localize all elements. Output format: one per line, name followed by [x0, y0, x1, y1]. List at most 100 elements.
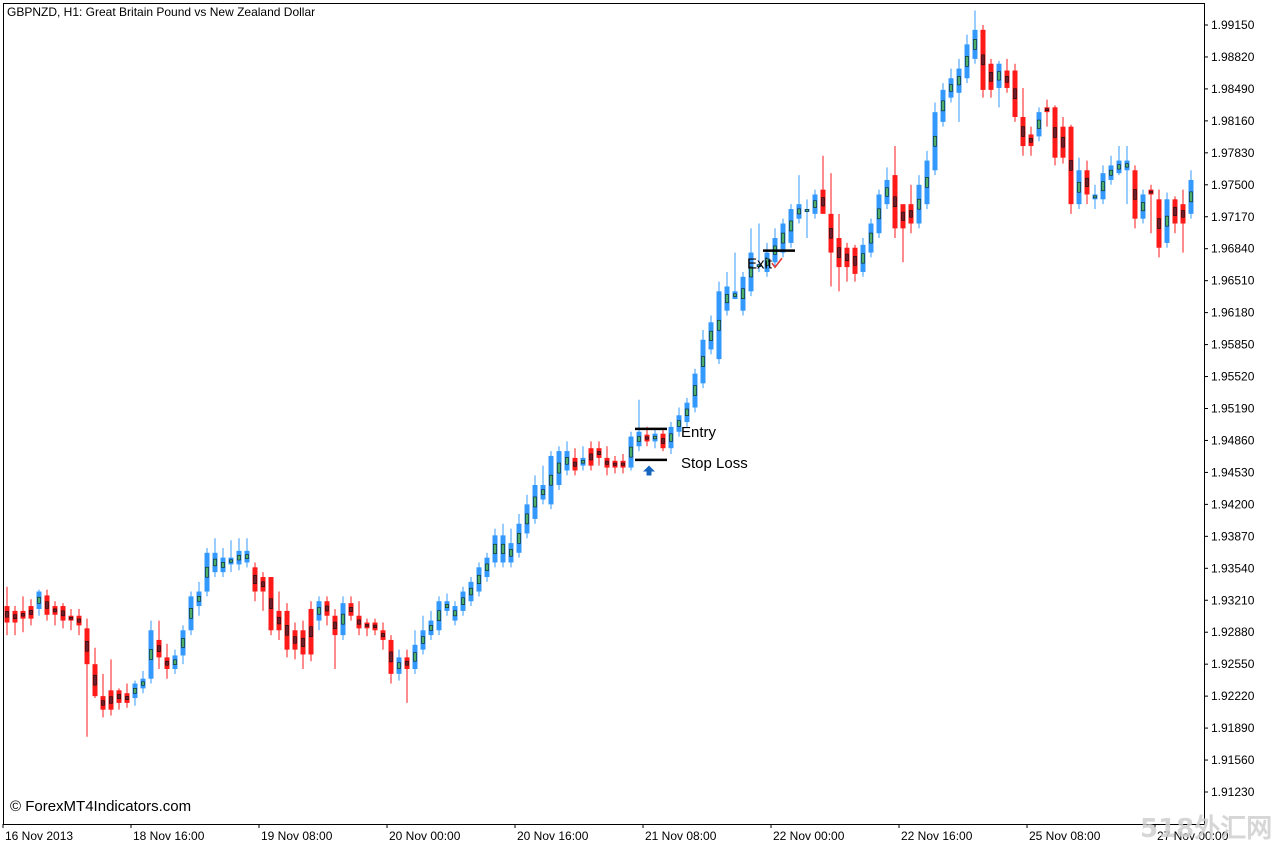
- candle: [220, 547, 226, 578]
- candle-inner-body: [1141, 202, 1145, 212]
- candle-inner-body: [981, 54, 985, 66]
- candle: [1036, 107, 1042, 142]
- candle-inner-body: [677, 420, 681, 427]
- candle: [908, 184, 914, 234]
- exit-check-icon: [771, 257, 783, 269]
- candle: [300, 620, 306, 670]
- candle-inner-body: [1173, 206, 1177, 216]
- candle-inner-body: [413, 652, 417, 662]
- y-tick-label: 1.95190: [1211, 402, 1255, 416]
- candle: [396, 649, 402, 681]
- candle-inner-body: [725, 294, 729, 304]
- candle: [324, 596, 330, 626]
- candle: [124, 683, 130, 708]
- candle: [668, 422, 674, 455]
- candle-inner-body: [549, 474, 553, 486]
- candle-inner-body: [1093, 195, 1097, 199]
- candle-inner-body: [429, 625, 433, 631]
- y-tick-label: 1.97830: [1211, 146, 1255, 160]
- candle: [284, 603, 290, 658]
- candle-inner-body: [469, 587, 473, 596]
- candle-inner-body: [117, 694, 121, 700]
- candle: [84, 618, 90, 737]
- candle: [116, 688, 122, 710]
- candle: [308, 601, 314, 662]
- copyright-text: © ForexMT4Indicators.com: [10, 798, 191, 815]
- y-tick-label: 1.99150: [1211, 18, 1255, 32]
- candle-inner-body: [797, 208, 801, 215]
- candle: [1028, 126, 1034, 156]
- candle: [252, 562, 258, 602]
- candle-inner-body: [557, 462, 561, 474]
- candle-inner-body: [717, 319, 721, 331]
- candle-inner-body: [93, 674, 97, 686]
- candle-inner-body: [573, 461, 577, 467]
- candle-inner-body: [933, 135, 937, 147]
- candle: [980, 25, 986, 98]
- candle-inner-body: [669, 433, 673, 442]
- candle-inner-body: [757, 264, 761, 267]
- candle-inner-body: [501, 543, 505, 554]
- candle: [1116, 146, 1122, 176]
- candle: [604, 446, 610, 476]
- candle-inner-body: [213, 558, 217, 567]
- candle-inner-body: [533, 496, 537, 508]
- price-axis: 1.99150 1.98820 1.98490 1.98160 1.97830 1.975…: [1204, 18, 1255, 799]
- candle-inner-body: [861, 253, 865, 264]
- candle: [892, 146, 898, 239]
- candle: [236, 538, 242, 571]
- candle: [692, 368, 698, 413]
- x-tick-label: 18 Nov 16:00: [133, 829, 205, 843]
- candle: [164, 643, 170, 679]
- candle: [796, 175, 802, 224]
- candle: [860, 238, 866, 277]
- candle-inner-body: [381, 633, 385, 638]
- candle: [556, 446, 562, 490]
- x-tick-label: 22 Nov 16:00: [901, 829, 973, 843]
- candle-inner-body: [437, 610, 441, 621]
- candle: [644, 426, 650, 447]
- candle-inner-body: [109, 696, 113, 704]
- candle-inner-body: [925, 177, 929, 188]
- candle: [804, 199, 810, 239]
- candle: [652, 428, 658, 449]
- candle: [1052, 105, 1058, 166]
- candle-inner-body: [637, 436, 641, 442]
- y-tick-label: 1.95850: [1211, 338, 1255, 352]
- candle-inner-body: [885, 187, 889, 197]
- candle: [588, 441, 594, 471]
- candle: [436, 596, 442, 636]
- candle-inner-body: [229, 559, 233, 563]
- y-tick-label: 1.92880: [1211, 625, 1255, 639]
- candle: [1068, 124, 1074, 214]
- candle: [516, 514, 522, 558]
- candle: [548, 451, 554, 510]
- plot-area: [3, 3, 1205, 825]
- candle: [28, 599, 34, 626]
- candle-inner-body: [125, 696, 129, 701]
- candle-inner-body: [205, 566, 209, 578]
- candle: [1140, 189, 1146, 224]
- candle-inner-body: [1101, 181, 1105, 192]
- candle: [52, 601, 58, 626]
- candle-inner-body: [1149, 190, 1153, 194]
- candle-inner-body: [845, 253, 849, 262]
- candle-inner-body: [349, 606, 353, 612]
- stop-loss-label: Stop Loss: [681, 455, 748, 472]
- candle-inner-body: [421, 636, 425, 644]
- candle-inner-body: [829, 227, 833, 239]
- candle: [188, 591, 194, 636]
- candle-inner-body: [693, 385, 697, 396]
- candle: [564, 441, 570, 476]
- candle-inner-body: [373, 624, 377, 629]
- candle-inner-body: [1029, 137, 1033, 143]
- candle-inner-body: [789, 220, 793, 232]
- candle: [988, 58, 994, 98]
- candle: [180, 625, 186, 665]
- candle: [452, 601, 458, 626]
- y-tick-label: 1.96840: [1211, 242, 1255, 256]
- candle: [340, 596, 346, 640]
- candle: [1044, 99, 1050, 127]
- candle-inner-body: [149, 649, 153, 660]
- candle: [268, 577, 274, 636]
